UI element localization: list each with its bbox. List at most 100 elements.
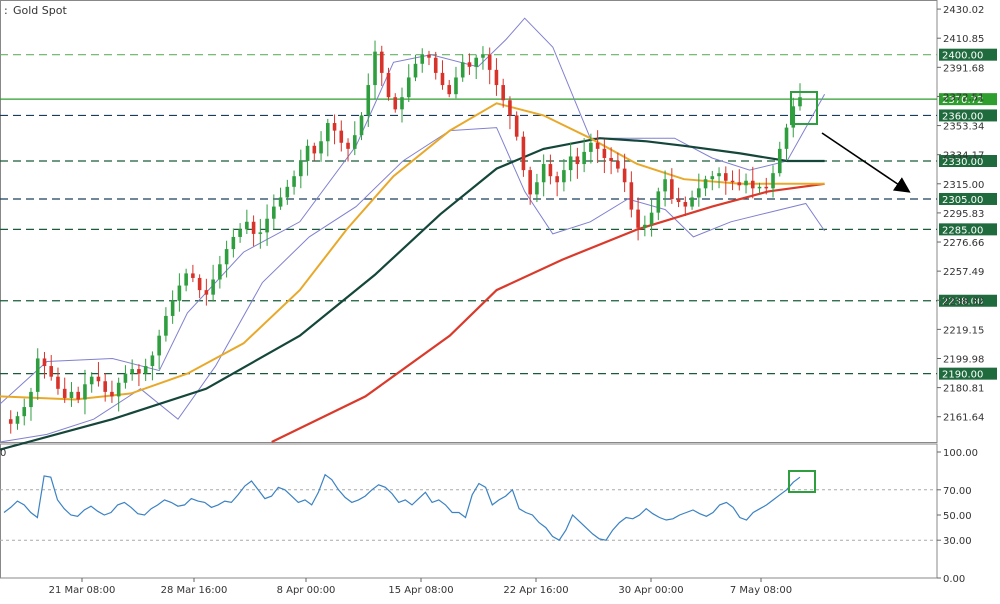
candle-body [494, 69, 499, 86]
candle-body [15, 416, 20, 424]
candle-body [798, 97, 802, 107]
y-tick-label: 2295.83 [943, 209, 984, 220]
candle-body [191, 273, 195, 278]
candle-body [703, 179, 708, 189]
x-tick-label: 30 Apr 00:00 [618, 585, 683, 596]
candle-body [791, 106, 796, 128]
level-tag-text: 2305.00 [942, 195, 983, 206]
candle-body [535, 182, 539, 195]
candle-body [460, 62, 465, 78]
x-tick-label: 15 Apr 08:00 [388, 585, 453, 596]
rsi-y-tick-label: 70.00 [943, 486, 972, 497]
candle-body [312, 145, 317, 154]
candle-body [69, 391, 74, 398]
candle-body [258, 232, 263, 234]
rsi-y-tick-label: 30.00 [943, 536, 972, 547]
level-tag-2190.00 [939, 367, 997, 380]
candle-body [204, 290, 209, 295]
candle-body [197, 277, 202, 291]
candle-body [413, 63, 418, 78]
candle-body [636, 209, 640, 228]
x-tick-label: 8 Apr 00:00 [277, 585, 336, 596]
y-tick-label: 2276.66 [943, 238, 984, 249]
candle-body [137, 369, 141, 374]
candle-body [285, 186, 290, 198]
candle-body [29, 391, 33, 408]
candle-body [697, 188, 701, 198]
y-tick-label: 2180.81 [943, 384, 984, 395]
candle-body [319, 141, 323, 154]
candle-body [643, 224, 647, 228]
candle-body [609, 157, 613, 162]
candle-body [406, 77, 411, 98]
candle-body [575, 156, 580, 165]
rsi-panel-frame [0, 443, 938, 579]
candle-body [352, 135, 357, 149]
candle-body [278, 197, 283, 207]
candle-body [771, 173, 775, 189]
y-tick-label: 2410.85 [943, 34, 984, 45]
candle-body [400, 97, 404, 110]
candle-body [393, 97, 398, 110]
y-tick-label: 2372.51 [943, 92, 984, 103]
arrow-down-right-icon [821, 132, 911, 193]
highlight-box-icon [788, 470, 816, 493]
candle-body [717, 173, 721, 177]
candle-body [35, 358, 40, 392]
level-tag-2305.00 [939, 192, 997, 205]
level-tag-text: 2360.00 [942, 111, 983, 122]
candle-body [447, 85, 452, 95]
candle-body [177, 285, 182, 301]
candle-body [325, 123, 330, 142]
candle-body [299, 161, 303, 177]
candle-body [265, 218, 269, 233]
candle-body [602, 148, 607, 158]
rsi-y-tick-label: 0.00 [943, 574, 965, 585]
main-panel-frame [0, 0, 938, 443]
candle-body [420, 54, 425, 64]
candle-body [723, 173, 728, 181]
chart-title: Gold Spot [13, 4, 67, 17]
candle-body [150, 355, 155, 367]
candle-body [487, 54, 492, 70]
candle-body [251, 221, 256, 234]
candle-body [562, 170, 566, 183]
candle-body [42, 358, 47, 367]
candle-body [440, 72, 445, 86]
y-tick-label: 2199.98 [943, 354, 984, 365]
candle-body [245, 221, 249, 230]
y-tick-label: 2161.64 [943, 413, 984, 424]
candle-body [366, 85, 371, 116]
level-tag-2285.00 [939, 223, 997, 236]
candle-body [433, 57, 438, 73]
candle-body [123, 373, 128, 383]
candle-body [22, 407, 27, 417]
level-tag-2370.72 [939, 93, 997, 106]
y-tick-label: 2257.49 [943, 267, 984, 278]
candle-body [670, 179, 674, 199]
candle-body [663, 179, 667, 192]
candle-body [764, 186, 769, 189]
candle-body [582, 151, 586, 165]
candle-body [224, 249, 229, 265]
level-tag-text: 2370.72 [942, 95, 983, 106]
candle-body [62, 388, 67, 398]
candle-body [784, 127, 789, 149]
candle-body [541, 164, 546, 183]
ma-orange [0, 102, 825, 401]
level-tag-2400.00 [939, 48, 997, 61]
candle-body [110, 391, 114, 397]
candle-body [589, 142, 593, 152]
candle-body [89, 376, 94, 385]
y-tick-label: 2430.02 [943, 5, 984, 16]
candle-body [568, 156, 573, 171]
candle-body [8, 419, 13, 424]
candle-body [49, 366, 54, 377]
level-tag-text: 2400.00 [942, 51, 983, 62]
y-tick-label: 2334.17 [943, 151, 984, 162]
candle-body [272, 206, 276, 219]
candle-body [373, 51, 377, 86]
candle-body [386, 72, 391, 98]
